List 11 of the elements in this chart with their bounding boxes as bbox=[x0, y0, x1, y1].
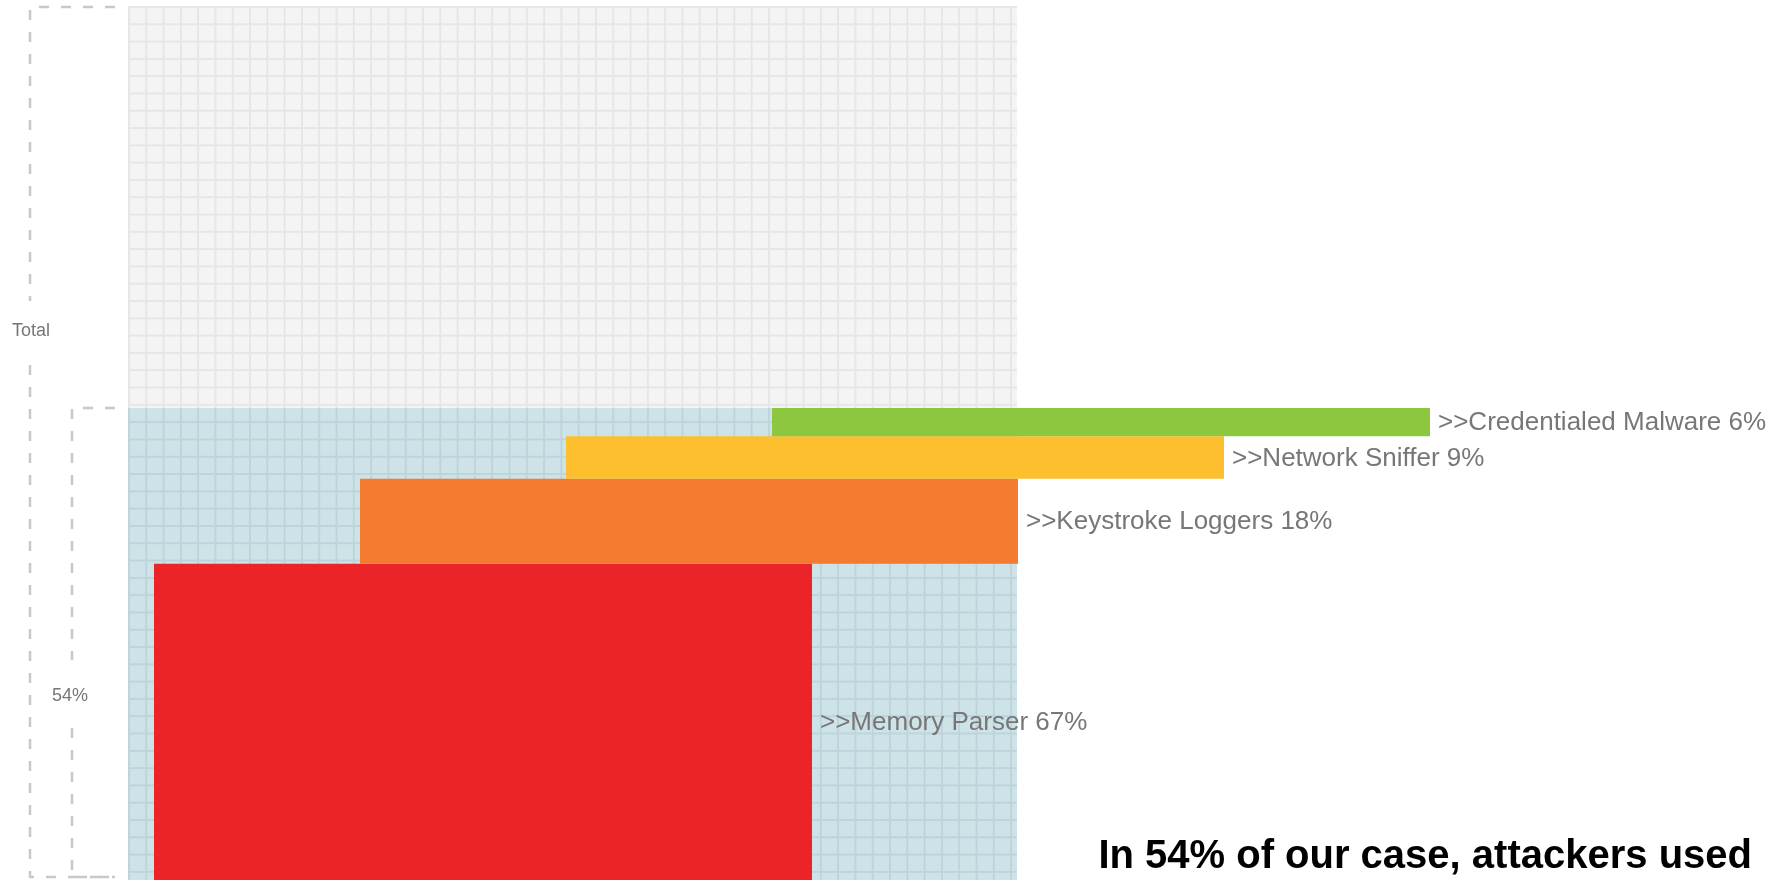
category-label: >>Network Sniffer bbox=[1232, 441, 1440, 472]
category-label: >>Credentialed Malware bbox=[1438, 406, 1722, 437]
text: 54% bbox=[51, 685, 89, 705]
text: Total bbox=[11, 320, 51, 340]
data-label: 18% bbox=[1280, 505, 1333, 536]
data-label: 9% bbox=[1446, 441, 1485, 472]
data-label: 67% bbox=[1035, 705, 1088, 736]
category-label: >>Memory Parser bbox=[820, 705, 1029, 736]
category-label: >>Keystroke Loggers bbox=[1026, 505, 1274, 536]
data-label: 6% bbox=[1728, 406, 1767, 437]
text: In 54% of our case, attackers used bbox=[1098, 832, 1752, 876]
